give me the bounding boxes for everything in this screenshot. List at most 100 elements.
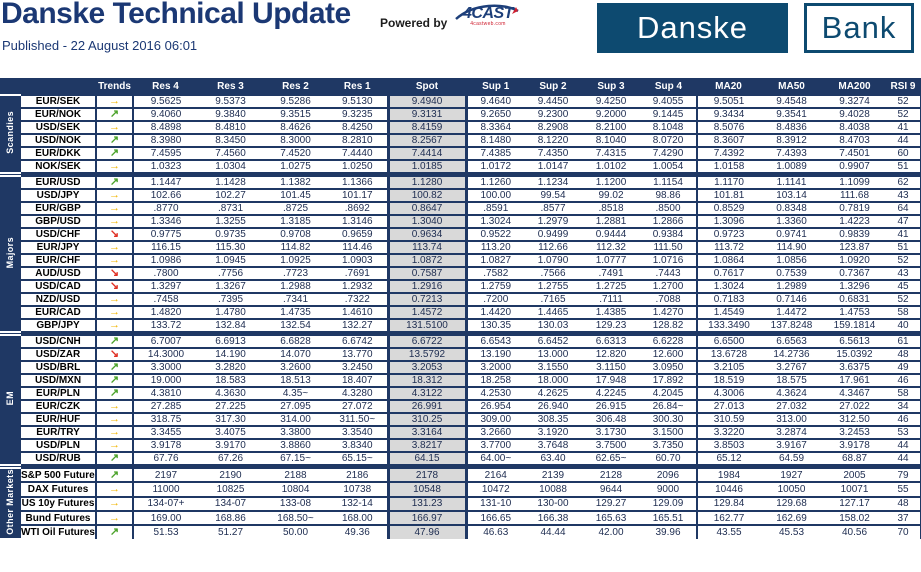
cell-ma50: 9.3541 — [760, 107, 823, 121]
cell-res3: 7.4560 — [198, 146, 263, 160]
cell-sup2: 1.2979 — [524, 214, 582, 228]
report-header: Danske Technical Update Published - 22 A… — [0, 0, 921, 78]
cell-ma20: 310.59 — [696, 412, 760, 426]
cell-spot: 10548 — [386, 481, 468, 497]
cell-sup2: 3.1920 — [524, 425, 582, 439]
trend-up-icon: ↗ — [109, 134, 120, 146]
cell-sup2: 3.7648 — [524, 438, 582, 452]
cell-ma200: 6.5613 — [823, 334, 886, 348]
instrument-label: USD/PLN — [19, 438, 97, 452]
trend-cell: ↗ — [96, 133, 134, 147]
cell-res3: 2190 — [198, 466, 263, 483]
cell-sup4: 1.4270 — [640, 305, 697, 319]
trend-flat-icon: → — [109, 254, 120, 266]
instrument-label: EUR/PLN — [19, 386, 97, 400]
column-header-ma200: MA200 — [823, 78, 886, 95]
cell-rsi9: 62 — [886, 175, 921, 189]
cell-res4: 4.3810 — [133, 386, 198, 400]
cell-sup4: .8500 — [640, 201, 697, 215]
trend-flat-icon: → — [109, 319, 120, 331]
instrument-label: USD/MXN — [19, 373, 97, 387]
trend-flat-icon: → — [109, 121, 120, 133]
cell-res3: 6.6913 — [198, 334, 263, 348]
cell-sup1: 1.4420 — [466, 305, 524, 319]
trend-flat-icon: → — [109, 497, 120, 510]
cell-sup3: 8.2100 — [582, 120, 640, 134]
instrument-label: EUR/HUF — [19, 412, 97, 426]
cell-res3: 1.0304 — [198, 159, 263, 173]
cell-ma50: 10050 — [760, 481, 823, 497]
column-header-ma20: MA20 — [697, 78, 760, 95]
cell-res4: 27.285 — [133, 399, 198, 413]
cell-res3: 14.190 — [198, 347, 263, 361]
cell-ma50: 137.8248 — [760, 318, 823, 332]
cell-res2: 67.15~ — [263, 451, 328, 465]
cell-res4: 8.3980 — [133, 133, 198, 147]
cell-sup3: 17.948 — [582, 373, 640, 387]
fourcast-logo: 4CAST 4castweb.com — [452, 4, 524, 27]
cell-sup2: 308.35 — [524, 412, 582, 426]
cell-ma20: 10446 — [696, 481, 760, 497]
cell-rsi9: 46 — [886, 373, 921, 387]
trend-flat-icon: → — [109, 400, 120, 412]
table-row: EUR/GBP → .8770.8731.8725.8692 0.8647.8591.… — [0, 201, 921, 215]
cell-sup1: 64.00~ — [466, 451, 524, 465]
trend-flat-icon: → — [109, 426, 120, 438]
cell-ma20: 1984 — [696, 466, 760, 483]
table-row: USD/CHF ↘ 0.9775 0.9735 0.9708 0.9659 0.9634 0.… — [0, 227, 921, 241]
group-label-text: Scandies — [4, 111, 15, 154]
cell-sup1: 6.6543 — [466, 334, 524, 348]
cell-res4: 169.00 — [133, 510, 198, 526]
trend-up-icon: ↗ — [109, 335, 120, 347]
instrument-label: EUR/CAD — [19, 305, 97, 319]
trend-cell: → — [96, 318, 134, 332]
cell-rsi9: 47 — [886, 214, 921, 228]
cell-sup1: 8.1480 — [466, 133, 524, 147]
instrument-label: EUR/SEK — [19, 94, 97, 108]
cell-ma200: 4.3467 — [823, 386, 886, 400]
trend-cell: → — [96, 412, 134, 426]
cell-res2: 314.00 — [263, 412, 328, 426]
trend-up-icon: ↗ — [109, 526, 120, 539]
instrument-label: USD/CAD — [19, 279, 97, 293]
trend-cell: → — [96, 399, 134, 413]
instrument-label: EUR/GBP — [19, 201, 97, 215]
cell-ma200: 10071 — [823, 481, 886, 497]
trend-up-icon: ↗ — [109, 176, 120, 188]
cell-rsi9: 48 — [886, 495, 921, 512]
cell-sup4: 98.86 — [640, 188, 697, 202]
cell-ma50: 162.69 — [760, 510, 823, 526]
cell-res3: 1.1428 — [198, 175, 263, 189]
cell-ma200: 159.1814 — [823, 318, 886, 332]
cell-ma200: 111.68 — [823, 188, 886, 202]
cell-res2: 4.35~ — [263, 386, 328, 400]
trend-cell: ↗ — [96, 175, 134, 189]
cell-rsi9: 44 — [886, 133, 921, 147]
published-timestamp: Published - 22 August 2016 06:01 — [2, 38, 198, 53]
trend-up-icon: ↗ — [109, 374, 120, 386]
table-row: EUR/DKK ↗ 7.4595 7.4560 7.4520 7.4440 7.4414 7.… — [0, 146, 921, 160]
technical-levels-table: Trends Res 4 Res 3 Res 2 Res 1 Spot Sup 1 Sup 2… — [0, 78, 921, 540]
cell-sup3: 26.915 — [582, 399, 640, 413]
table-row: AUD/USD ↘ .7800.7756.7723.7691 0.7587.7582.… — [0, 266, 921, 280]
cell-sup2: 1.0147 — [524, 159, 582, 173]
cell-sup1: 166.65 — [466, 510, 524, 526]
cell-sup3: 9644 — [582, 481, 640, 497]
cell-sup1: 4.2530 — [466, 386, 524, 400]
trend-flat-icon: → — [109, 202, 120, 214]
table-row: USD/CAD ↘ 1.3297 1.3267 1.2988 1.2932 1.2916 1.… — [0, 279, 921, 293]
cell-spot: 3.3164 — [386, 425, 468, 439]
cell-sup2: 7.4350 — [524, 146, 582, 160]
instrument-label: WTI Oil Futures — [19, 524, 97, 539]
table-row: WTI Oil Futures ↗ 51.53 51.27 50.00 49.36 47.9… — [0, 524, 921, 539]
cell-res2: 1.0275 — [263, 159, 328, 173]
cell-sup1: 3.2000 — [466, 360, 524, 374]
cell-sup2: 8.2908 — [524, 120, 582, 134]
cell-sup2: 130-00 — [524, 495, 582, 512]
cell-sup4: 1.2866 — [640, 214, 697, 228]
cell-ma200: 123.87 — [823, 240, 886, 254]
cell-ma50: 0.8348 — [760, 201, 823, 215]
cell-sup2: 1.4465 — [524, 305, 582, 319]
cell-res4: .7800 — [133, 266, 198, 280]
